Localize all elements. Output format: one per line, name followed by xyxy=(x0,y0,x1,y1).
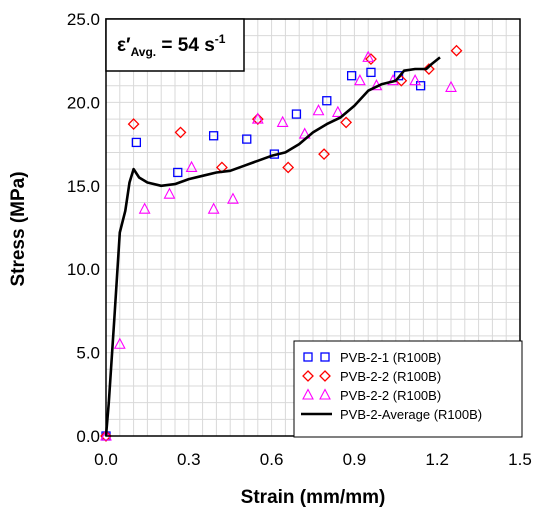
rate-annotation: ε′Avg. = 54 s-1 xyxy=(105,18,245,72)
triangle-point xyxy=(138,202,151,214)
triangle-point xyxy=(409,74,422,86)
x-tick-label: 0.6 xyxy=(260,450,284,469)
legend-marker xyxy=(319,370,331,382)
triangle-point xyxy=(312,104,325,116)
square-point xyxy=(208,131,219,141)
y-tick-label: 0.0 xyxy=(76,427,100,446)
square-point xyxy=(415,81,426,91)
legend-marker xyxy=(319,388,331,400)
diamond-point xyxy=(282,161,295,174)
y-tick-label: 10.0 xyxy=(67,260,100,279)
rate-superscript: -1 xyxy=(215,32,226,46)
x-tick-label: 0.3 xyxy=(177,450,201,469)
y-tick-label: 15.0 xyxy=(67,177,100,196)
average-line xyxy=(104,56,441,437)
y-tick-label: 25.0 xyxy=(67,10,100,29)
diamond-point xyxy=(318,148,330,161)
x-tick-label: 0.0 xyxy=(94,450,118,469)
legend-marker xyxy=(320,352,330,362)
y-axis-label: Stress (MPa) xyxy=(8,171,29,286)
diamond-point xyxy=(127,118,140,131)
square-point xyxy=(346,71,357,81)
legend-box xyxy=(293,340,523,438)
rate-subscript: Avg. xyxy=(131,45,157,59)
tick-labels: 0.0 0.3 0.6 0.9 1.2 1.5 0.0 5.0 10.0 15.0 20.0 25.0 xyxy=(67,10,532,469)
rate-value: = 54 s xyxy=(156,35,215,56)
triangle-point xyxy=(207,202,220,214)
diamond-point xyxy=(100,430,112,442)
series-4 xyxy=(104,56,441,437)
diamond-point xyxy=(365,53,377,65)
x-tick-label: 1.2 xyxy=(425,450,449,469)
rate-annotation-box xyxy=(105,18,245,72)
square-point xyxy=(291,109,302,119)
triangle-point xyxy=(227,192,239,204)
legend-marker xyxy=(302,388,314,400)
y-tick-label: 5.0 xyxy=(76,344,100,363)
legend-marker xyxy=(302,370,314,382)
x-tick-label: 1.5 xyxy=(508,450,532,469)
legend-label: PVB-2-1 (R100B) xyxy=(340,350,441,365)
triangle-point xyxy=(331,105,344,117)
square-point xyxy=(242,134,252,144)
y-tick-label: 20.0 xyxy=(67,93,100,112)
square-point xyxy=(366,67,376,78)
legend-label: PVB-2-Average (R100B) xyxy=(340,407,482,422)
legend-label: PVB-2-2 (R100B) xyxy=(340,388,441,403)
square-point xyxy=(131,137,142,148)
diamond-point xyxy=(251,113,264,125)
diamond-point xyxy=(450,44,463,57)
legend: PVB-2-1 (R100B) PVB-2-2 (R100B) PVB-2-2 (R… xyxy=(293,340,523,438)
diamond-point xyxy=(174,126,187,139)
square-point xyxy=(173,167,183,178)
diamond-point xyxy=(423,63,435,75)
triangle-point xyxy=(185,160,198,173)
series-layer xyxy=(100,44,463,442)
triangle-point xyxy=(362,50,375,62)
diamond-point xyxy=(340,116,353,129)
triangle-point xyxy=(445,80,457,92)
triangle-point xyxy=(251,112,264,124)
x-tick-label: 0.9 xyxy=(343,450,367,469)
legend-label: PVB-2-2 (R100B) xyxy=(340,369,441,384)
triangle-point xyxy=(354,74,366,86)
square-point xyxy=(393,71,404,81)
square-point xyxy=(322,96,332,106)
triangle-point xyxy=(163,187,176,199)
rate-symbol: ε′ xyxy=(117,35,131,56)
legend-marker xyxy=(303,352,313,362)
x-axis-label: Strain (mm/mm) xyxy=(241,487,386,508)
rate-annotation-text: ε′Avg. = 54 s-1 xyxy=(117,32,226,59)
triangle-point xyxy=(276,115,289,127)
triangle-point xyxy=(113,337,126,349)
